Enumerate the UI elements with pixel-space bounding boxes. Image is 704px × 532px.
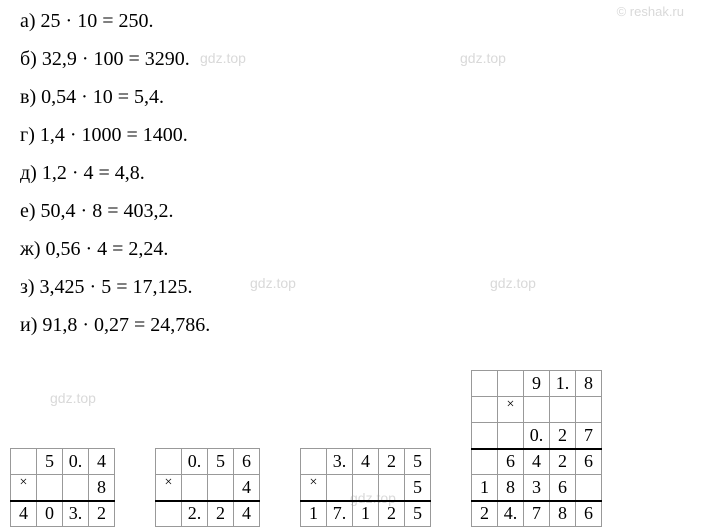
equation-e: е) 50,4 · 8 = 403,2. xyxy=(20,200,684,223)
calculation-tables: 50.4 ×8 403.2 0.56 ×4 2.24 3.425 ×5 17.1… xyxy=(10,370,602,527)
equation-i: и) 91,8 · 0,27 = 24,786. xyxy=(20,314,684,337)
equation-list: а) 25 · 10 = 250. б) 32,9 · 100 = 3290. … xyxy=(20,10,684,337)
calc-table-2: 0.56 ×4 2.24 xyxy=(155,448,260,527)
calc-table-4: 91.8 × 0.27 6426 1836 24.786 xyxy=(471,370,602,527)
equation-g: г) 1,4 · 1000 = 1400. xyxy=(20,124,684,147)
equation-d: д) 1,2 · 4 = 4,8. xyxy=(20,162,684,185)
calc-table-3: 3.425 ×5 17.125 xyxy=(300,448,431,527)
calc-table-1: 50.4 ×8 403.2 xyxy=(10,448,115,527)
equation-v: в) 0,54 · 10 = 5,4. xyxy=(20,86,684,109)
equation-z: з) 3,425 · 5 = 17,125. xyxy=(20,276,684,299)
equation-zh: ж) 0,56 · 4 = 2,24. xyxy=(20,238,684,261)
equation-b: б) 32,9 · 100 = 3290. xyxy=(20,48,684,71)
equation-a: а) 25 · 10 = 250. xyxy=(20,10,684,33)
